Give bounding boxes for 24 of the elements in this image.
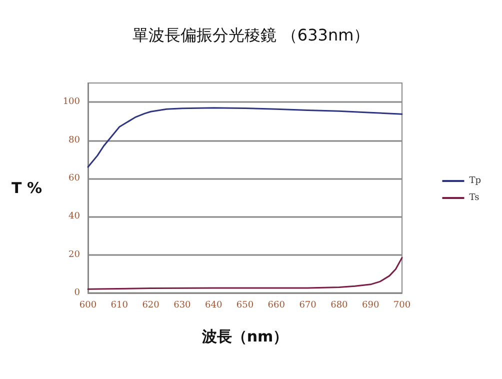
x-tick-label: 680 — [330, 300, 348, 310]
x-tick-label: 600 — [79, 300, 97, 310]
legend-label: Tp — [469, 176, 482, 186]
y-tick-label: 0 — [74, 288, 80, 298]
x-tick-label: 640 — [205, 300, 222, 310]
x-tick-label: 610 — [110, 300, 128, 310]
x-tick-label: 690 — [362, 300, 380, 310]
y-tick-label: 80 — [68, 135, 80, 146]
x-tick-label: 670 — [299, 300, 317, 310]
x-tick-label: 660 — [268, 300, 286, 310]
x-tick-label: 620 — [142, 300, 160, 310]
y-tick-label: 20 — [68, 250, 80, 260]
y-tick-label: 100 — [62, 97, 80, 108]
legend-label: Ts — [469, 193, 480, 203]
x-tick-label: 630 — [174, 300, 192, 310]
line-series — [87, 107, 403, 168]
x-tick-label: 650 — [236, 300, 254, 310]
line-series — [87, 256, 403, 290]
y-tick-label: 60 — [68, 173, 80, 184]
y-axis-title: T % — [12, 179, 42, 197]
chart-title: 單波長偏振分光稜鏡 （633nm） — [132, 26, 370, 44]
x-tick-label: 700 — [393, 300, 411, 310]
x-axis-title: 波長（nm） — [200, 328, 288, 346]
y-tick-label: 40 — [68, 212, 80, 222]
